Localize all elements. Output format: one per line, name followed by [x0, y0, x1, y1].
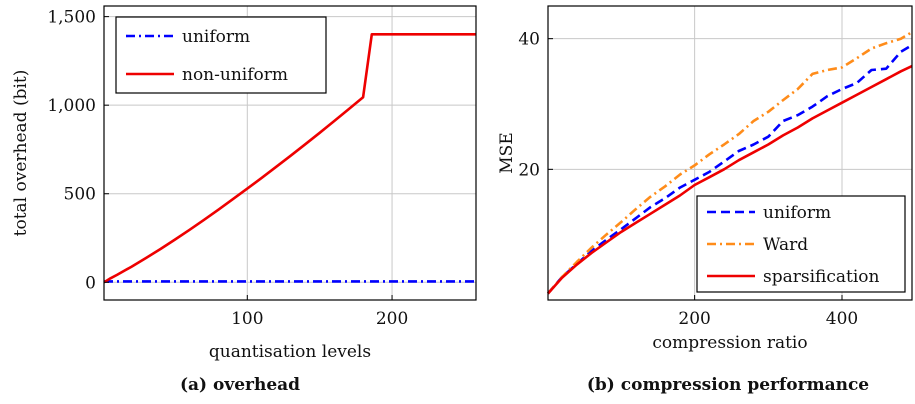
y-tick-label: 0 — [85, 273, 96, 293]
x-tick-label: 200 — [376, 309, 408, 329]
y-tick-label: 1,500 — [47, 8, 96, 28]
legend: uniform Ward sparsification — [696, 195, 906, 293]
y-axis-label: total overhead (bit) — [11, 70, 31, 237]
plot-frame — [547, 5, 913, 301]
tick-labels: 200 400 20 40 — [518, 30, 858, 329]
legend-label: sparsification — [763, 267, 880, 287]
plot-frame — [103, 5, 477, 301]
x-axis-label: quantisation levels — [209, 342, 371, 362]
x-tick-label: 400 — [826, 309, 858, 329]
y-axis-label: MSE — [497, 132, 517, 173]
series-line-uniform — [547, 44, 913, 295]
x-tick-label: 100 — [231, 309, 263, 329]
y-tick-label: 20 — [518, 160, 540, 180]
legend-box — [115, 16, 327, 94]
caption-b: (b) compression performance — [587, 375, 869, 395]
legend-label: non-uniform — [182, 65, 288, 85]
caption-a: (a) overhead — [180, 375, 300, 395]
series-lines — [547, 30, 913, 295]
tick-labels: 100 200 0 500 1,000 1,500 — [47, 8, 408, 329]
x-axis-label: compression ratio — [652, 333, 807, 353]
y-tick-label: 500 — [64, 185, 96, 205]
series-lines — [103, 32, 476, 284]
legend-label: Ward — [763, 235, 808, 255]
legend: uniform non-uniform — [115, 16, 327, 94]
y-tick-label: 40 — [518, 30, 540, 50]
legend-label: uniform — [182, 27, 250, 47]
series-line-sparsification — [547, 64, 913, 295]
x-tick-label: 200 — [678, 309, 710, 329]
y-tick-label: 1,000 — [47, 96, 96, 116]
legend-label: uniform — [763, 203, 831, 223]
series-line-non-uniform — [103, 32, 476, 284]
compression-performance-chart: 200 400 20 40 compression ratio MSE uniform… — [497, 5, 913, 395]
overhead-chart: 100 200 0 500 1,000 1,500 quantisation levels… — [11, 5, 477, 395]
